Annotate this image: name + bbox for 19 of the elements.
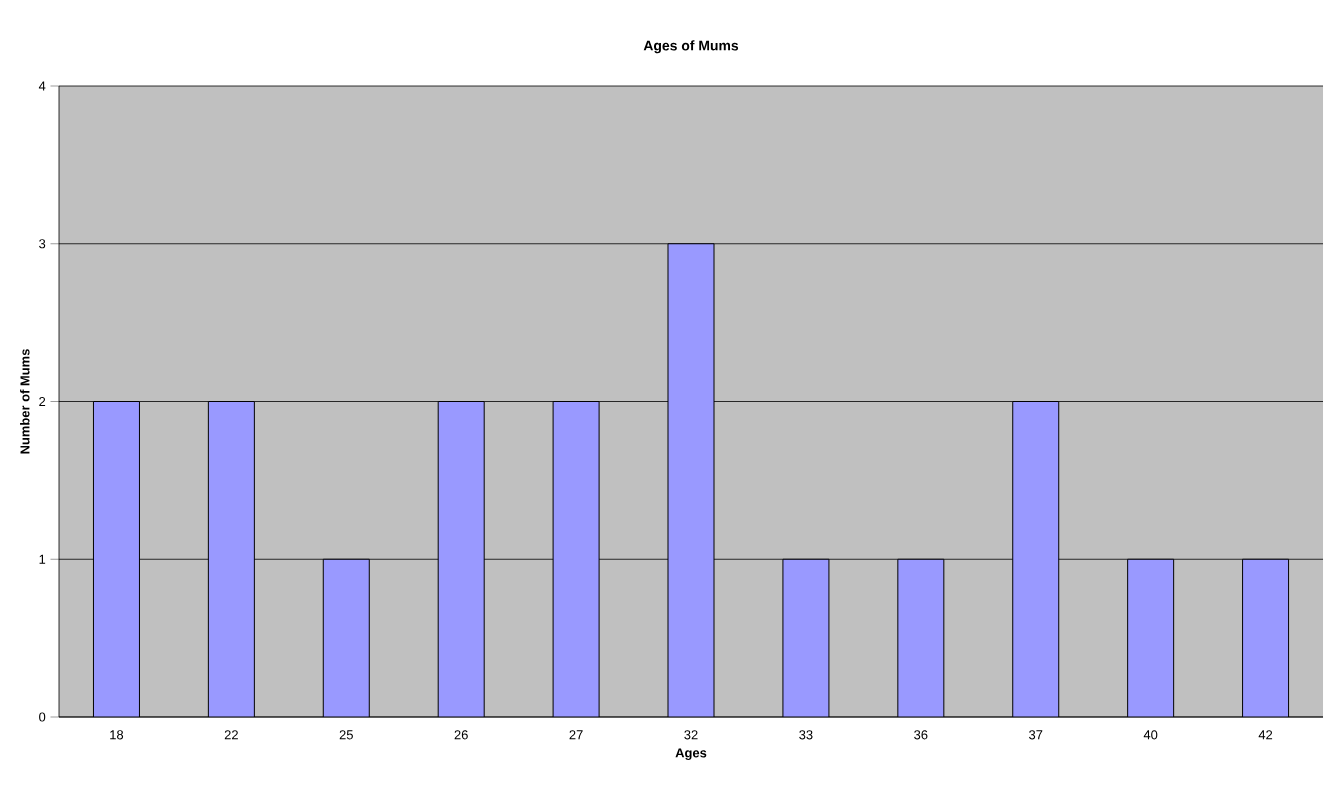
y-tick-label: 1 [39, 554, 46, 564]
chart-title: Ages of Mums [643, 40, 739, 54]
x-tick-label: 37 [1029, 730, 1043, 740]
x-axis-title: Ages [675, 748, 707, 761]
x-tick-label: 25 [339, 730, 353, 740]
x-tick-label: 36 [914, 730, 928, 740]
x-tick-label: 33 [799, 730, 813, 740]
x-tick-label: 27 [569, 730, 583, 740]
x-tick-label: 18 [110, 730, 124, 740]
x-tick-label: 42 [1258, 730, 1273, 740]
y-axis-title: Number of Mums [20, 349, 30, 454]
y-tick-label: 3 [39, 239, 46, 249]
x-tick-label: 32 [684, 730, 698, 740]
x-tick-label: 22 [224, 730, 238, 740]
x-tick-label: 40 [1143, 730, 1158, 740]
x-tick-label: 26 [454, 730, 468, 740]
y-tick-label: 0 [39, 712, 46, 722]
y-tick-label: 4 [38, 81, 46, 91]
y-tick-label: 2 [39, 396, 46, 407]
